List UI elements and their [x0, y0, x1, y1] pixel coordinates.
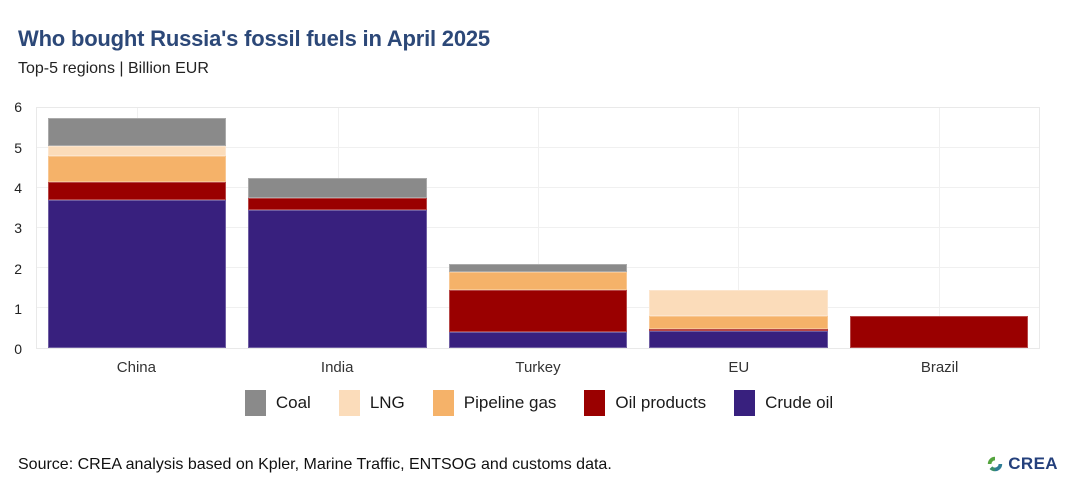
gridline-vertical [738, 108, 740, 349]
chart-header: Who bought Russia's fossil fuels in Apri… [0, 0, 1078, 79]
legend-swatch-pipeline-gas [432, 390, 454, 417]
legend-item-pipeline-gas: Pipeline gas [432, 390, 557, 417]
gridline-horizontal [37, 227, 1039, 229]
x-category-label-china: China [116, 359, 156, 377]
stacked-bar-eu [649, 108, 828, 349]
gridline-vertical [938, 108, 940, 349]
x-category-label-turkey: Turkey [515, 359, 561, 377]
y-tick-label: 0 [14, 341, 22, 358]
x-category-label-eu: EU [728, 359, 750, 377]
crea-logo-icon [988, 456, 1003, 472]
stacked-bar-india [248, 108, 427, 349]
y-tick-label: 3 [14, 220, 22, 237]
bar-segment-oil-products-india [248, 198, 427, 211]
stacked-bar-brazil [849, 108, 1028, 349]
bar-segment-oil-products-brazil [849, 316, 1028, 349]
legend: Coal LNG Pipeline gas Oil products Crude oil [0, 390, 1078, 417]
bar-segment-lng-eu [649, 290, 828, 317]
y-tick-label: 2 [14, 260, 22, 277]
stacked-bar-turkey [448, 108, 628, 349]
x-category-label-india: India [320, 359, 354, 377]
chart-subtitle: Top-5 regions | Billion EUR [18, 60, 209, 78]
chart-area: 0 1 2 3 4 5 6 China India Turkey EU Brazil [0, 100, 1078, 378]
legend-item-oil-products: Oil products [584, 390, 707, 417]
y-tick-label: 4 [14, 180, 22, 197]
legend-label-crude-oil: Crude oil [765, 393, 834, 413]
x-category-label-brazil: Brazil [920, 359, 959, 377]
legend-swatch-crude-oil [734, 390, 756, 417]
source-note: Source: CREA analysis based on Kpler, Ma… [18, 456, 612, 473]
gridline-horizontal [37, 187, 1039, 189]
gridline-horizontal [37, 147, 1039, 149]
crea-logo-text: CREA [1008, 454, 1058, 473]
legend-item-crude-oil: Crude oil [734, 390, 834, 417]
bar-segment-coal-turkey [448, 264, 628, 272]
legend-label-coal: Coal [275, 393, 311, 413]
plot-area [36, 107, 1040, 350]
bar-segment-coal-china [48, 118, 227, 147]
bar-column-turkey [438, 108, 638, 349]
y-tick-label: 6 [14, 99, 22, 116]
bar-segment-crude-oil-eu [649, 331, 828, 349]
bar-segment-crude-oil-india [248, 210, 427, 349]
bar-segment-oil-products-china [48, 182, 227, 201]
crea-logo[interactable]: CREA [987, 454, 1058, 474]
bar-segment-coal-india [248, 178, 427, 199]
bar-column-eu [638, 108, 838, 349]
legend-item-coal: Coal [244, 390, 311, 417]
legend-label-pipeline-gas: Pipeline gas [463, 393, 557, 413]
legend-label-oil-products: Oil products [615, 393, 707, 413]
bar-segment-pipeline-gas-china [48, 156, 227, 183]
legend-label-lng: LNG [369, 393, 405, 413]
legend-swatch-oil-products [584, 390, 606, 417]
gridline-vertical [538, 108, 540, 349]
bar-segment-pipeline-gas-eu [649, 316, 828, 330]
x-axis: China India Turkey EU Brazil [36, 349, 1040, 376]
bar-column-china [37, 108, 237, 349]
y-axis: 0 1 2 3 4 5 6 [0, 100, 30, 356]
bar-segment-crude-oil-china [48, 200, 227, 349]
y-tick-label: 1 [14, 301, 22, 318]
legend-item-lng: LNG [338, 390, 405, 417]
bar-segment-crude-oil-turkey [448, 332, 628, 349]
stacked-bar-china [48, 108, 227, 349]
bar-column-brazil [839, 108, 1039, 349]
bar-segment-pipeline-gas-turkey [448, 271, 628, 291]
bar-column-india [237, 108, 437, 349]
bar-segment-oil-products-eu [649, 329, 828, 332]
legend-swatch-coal [244, 390, 266, 417]
bar-segment-lng-china [48, 146, 227, 157]
legend-swatch-lng [338, 390, 360, 417]
y-tick-label: 5 [14, 139, 22, 156]
bar-segment-oil-products-turkey [448, 290, 628, 333]
page-title: Who bought Russia's fossil fuels in Apri… [18, 26, 490, 51]
